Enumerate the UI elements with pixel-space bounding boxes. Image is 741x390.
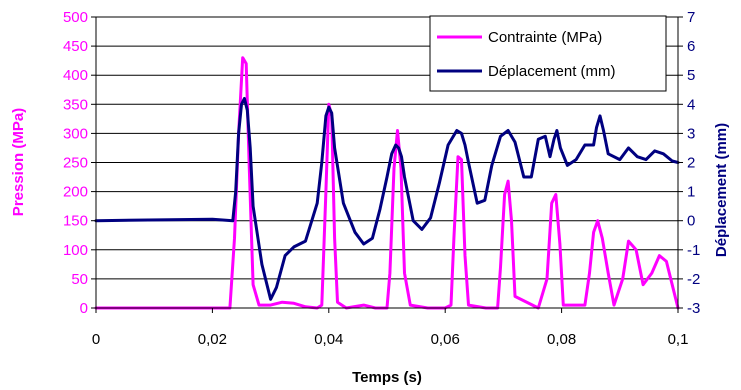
series-layer: [94, 56, 680, 310]
y-right-tick-label: 7: [687, 9, 695, 26]
y-right-axis-title: Déplacement (mm): [713, 123, 730, 257]
tick-labels: 050100150200250300350400450500-3-2-10123…: [63, 9, 700, 348]
x-tick-label: 0,02: [198, 331, 227, 348]
legend-box: [429, 15, 667, 92]
series-line-contrainte: [94, 56, 680, 310]
y-left-tick-label: 350: [63, 96, 88, 113]
y-right-tick-label: -1: [687, 242, 700, 259]
y-left-tick-label: 200: [63, 184, 88, 201]
x-tick-label: 0,06: [431, 331, 460, 348]
y-right-tick-label: 6: [687, 38, 695, 55]
y-left-axis-title: Pression (MPa): [10, 108, 27, 216]
x-tick-label: 0,04: [314, 331, 343, 348]
y-left-tick-label: 100: [63, 242, 88, 259]
legend-label-contrainte: Contrainte (MPa): [488, 29, 602, 46]
y-right-tick-label: 4: [687, 96, 695, 113]
y-left-tick-label: 50: [71, 271, 88, 288]
y-right-tick-label: -2: [687, 271, 700, 288]
x-tick-label: 0,1: [668, 331, 689, 348]
y-left-tick-label: 150: [63, 213, 88, 230]
y-right-tick-label: 2: [687, 155, 695, 172]
legend-label-deplacement: Déplacement (mm): [488, 63, 616, 80]
y-right-tick-label: 5: [687, 67, 695, 84]
y-left-tick-label: 450: [63, 38, 88, 55]
series-line-deplacement: [94, 97, 680, 301]
y-left-tick-label: 400: [63, 67, 88, 84]
legend: Contrainte (MPa) Déplacement (mm): [429, 15, 667, 92]
y-left-tick-label: 500: [63, 9, 88, 26]
x-tick-label: 0,08: [547, 331, 576, 348]
y-right-tick-label: 3: [687, 125, 695, 142]
x-tick-label: 0: [92, 331, 100, 348]
y-right-tick-label: -3: [687, 300, 700, 317]
y-right-tick-label: 1: [687, 184, 695, 201]
y-left-tick-label: 300: [63, 125, 88, 142]
x-axis-title: Temps (s): [352, 369, 422, 386]
axes: [91, 16, 683, 313]
y-left-tick-label: 250: [63, 155, 88, 172]
y-right-tick-label: 0: [687, 213, 695, 230]
y-left-tick-label: 0: [80, 300, 88, 317]
